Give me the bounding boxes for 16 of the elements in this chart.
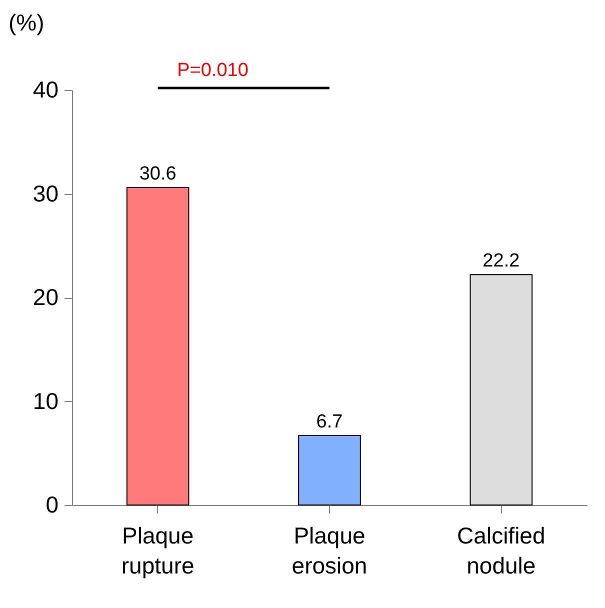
x-tick-label: Calcified nodule	[457, 522, 546, 578]
x-tick-label: Plaque erosion	[292, 522, 368, 578]
data-label: 30.6	[139, 164, 176, 185]
bar	[126, 187, 190, 506]
data-label: 22.2	[482, 250, 520, 272]
bar	[470, 274, 533, 506]
y-axis-title: (%)	[8, 10, 44, 36]
y-tick-label: 0	[46, 492, 58, 518]
text: P=0.010	[177, 60, 248, 81]
y-tick-label: 30	[32, 180, 58, 206]
bar	[298, 434, 361, 506]
data-label: 6.7	[316, 411, 343, 432]
y-tick-label: 10	[32, 388, 58, 414]
x-tick-label: Plaque rupture	[121, 522, 194, 578]
y-tick-label: 20	[32, 284, 58, 310]
y-tick-label: 40	[32, 76, 58, 102]
